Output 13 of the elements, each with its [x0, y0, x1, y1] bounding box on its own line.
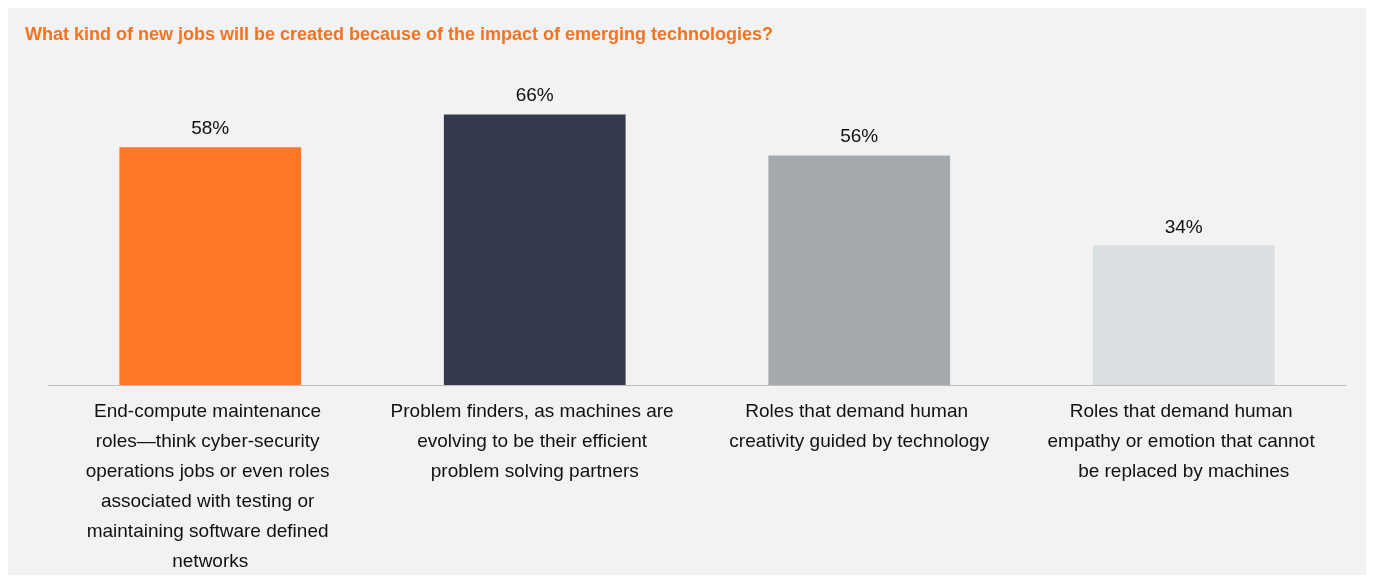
data-label: 58% — [191, 117, 230, 139]
bar — [443, 114, 626, 385]
bar — [768, 155, 951, 385]
chart-title: What kind of new jobs will be created because of the impact of emerging technologies? — [25, 24, 774, 44]
bar — [119, 147, 302, 385]
bar — [1092, 245, 1275, 385]
data-label: 66% — [515, 84, 554, 106]
x-tick-label: Roles that demand human creativity guided by technology — [729, 399, 990, 451]
data-label: 34% — [1164, 215, 1203, 237]
data-label: 56% — [840, 125, 879, 147]
x-tick-label: End-compute maintenance roles—think cyber-security operations jobs or even roles associated with testing or maintaining software defined networks — [85, 399, 335, 571]
x-tick-label: Roles that demand human empathy or emotion that cannot be replaced by machines — [1047, 399, 1320, 481]
x-tick-label: Problem finders, as machines are evolving to be their efficient problem solving partners — [390, 399, 679, 481]
